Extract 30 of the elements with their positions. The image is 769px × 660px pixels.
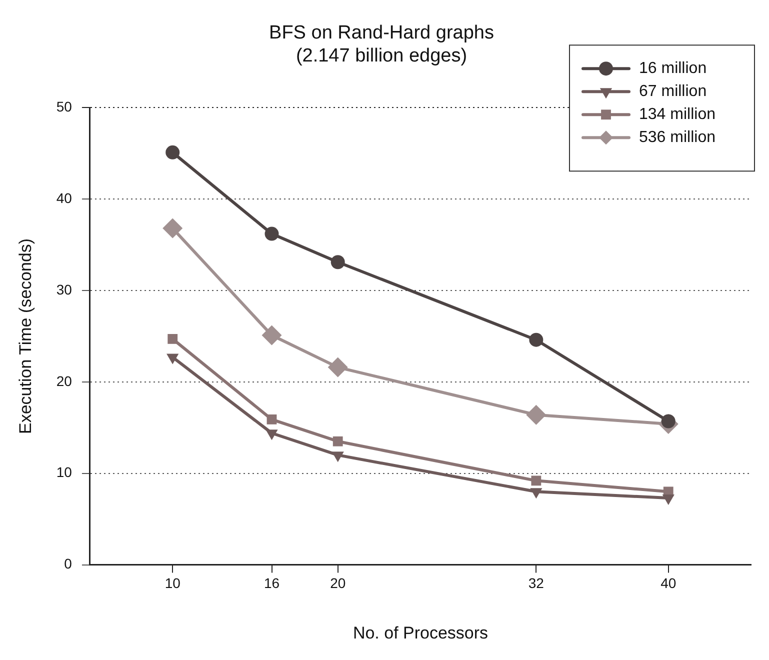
point — [328, 357, 348, 378]
y-tick-label: 20 — [56, 372, 72, 389]
x-tick-label: 20 — [330, 575, 346, 592]
y-tick-label: 10 — [56, 464, 72, 480]
y-tick-label: 30 — [56, 281, 72, 298]
legend-label: 67 million — [639, 83, 707, 100]
legend-label: 16 million — [639, 60, 707, 78]
point — [531, 476, 542, 486]
y-tick-label: 40 — [56, 190, 72, 206]
legend-label: 134 million — [639, 106, 716, 124]
x-tick-label: 10 — [164, 575, 181, 592]
point — [330, 255, 345, 270]
point — [332, 436, 343, 446]
chart-title: BFS on Rand-Hard graphs (2.147 billion edges) — [269, 22, 494, 66]
point — [526, 404, 546, 425]
y-tick-label: 50 — [56, 98, 72, 114]
legend-label: 536 million — [639, 129, 716, 146]
x-tick-label: 40 — [660, 575, 676, 592]
x-tick-label: 32 — [528, 575, 544, 592]
point — [266, 414, 277, 424]
x-axis-title: No. of Processors — [352, 623, 488, 642]
point — [264, 226, 279, 241]
point — [262, 325, 282, 346]
x-tick-label: 16 — [264, 575, 280, 592]
point — [162, 218, 183, 238]
y-axis-title: Execution Time (seconds) — [16, 238, 35, 434]
point — [168, 334, 178, 344]
point — [529, 332, 544, 347]
point — [166, 145, 180, 160]
y-tick-label: 0 — [64, 556, 72, 572]
